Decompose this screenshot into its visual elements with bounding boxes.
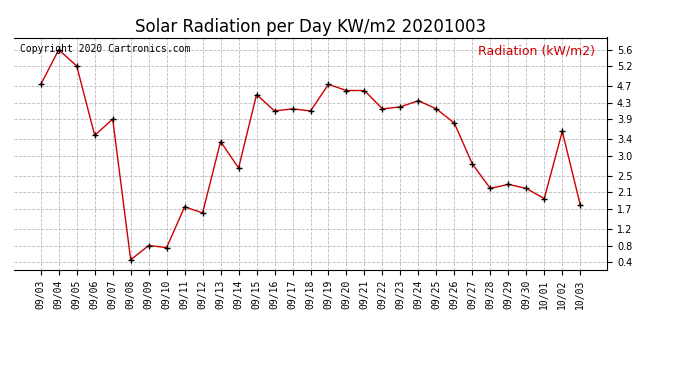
Radiation (kW/m2) [576,202,584,207]
Text: Copyright 2020 Cartronics.com: Copyright 2020 Cartronics.com [20,45,190,54]
Radiation (kW/m2) [144,243,152,248]
Radiation (kW/m2) [217,139,225,144]
Radiation (kW/m2) [432,106,440,111]
Radiation (kW/m2) [450,121,458,125]
Radiation (kW/m2) [306,109,315,113]
Radiation (kW/m2) [37,82,45,87]
Radiation (kW/m2) [396,105,404,109]
Radiation (kW/m2) [126,258,135,262]
Radiation (kW/m2) [486,186,495,190]
Radiation (kW/m2) [288,106,297,111]
Radiation (kW/m2) [90,133,99,138]
Radiation (kW/m2) [414,99,422,103]
Radiation (kW/m2) [163,245,171,250]
Radiation (kW/m2) [469,162,477,166]
Radiation (kW/m2) [253,92,261,97]
Line: Radiation (kW/m2): Radiation (kW/m2) [37,46,584,263]
Radiation (kW/m2) [199,211,207,215]
Radiation (kW/m2) [558,129,566,134]
Radiation (kW/m2) [324,82,333,87]
Radiation (kW/m2) [108,117,117,122]
Radiation (kW/m2) [522,186,531,190]
Radiation (kW/m2) [181,204,189,209]
Radiation (kW/m2) [342,88,351,93]
Radiation (kW/m2) [504,182,513,187]
Radiation (kW/m2) [55,48,63,52]
Radiation (kW/m2) [235,166,243,170]
Radiation (kW/m2) [360,88,368,93]
Radiation (kW/m2) [378,106,386,111]
Radiation (kW/m2) [72,64,81,68]
Radiation (kW/m2) [270,109,279,113]
Radiation (kW/m2) [540,196,549,201]
Text: Radiation (kW/m2): Radiation (kW/m2) [478,45,595,57]
Title: Solar Radiation per Day KW/m2 20201003: Solar Radiation per Day KW/m2 20201003 [135,18,486,36]
